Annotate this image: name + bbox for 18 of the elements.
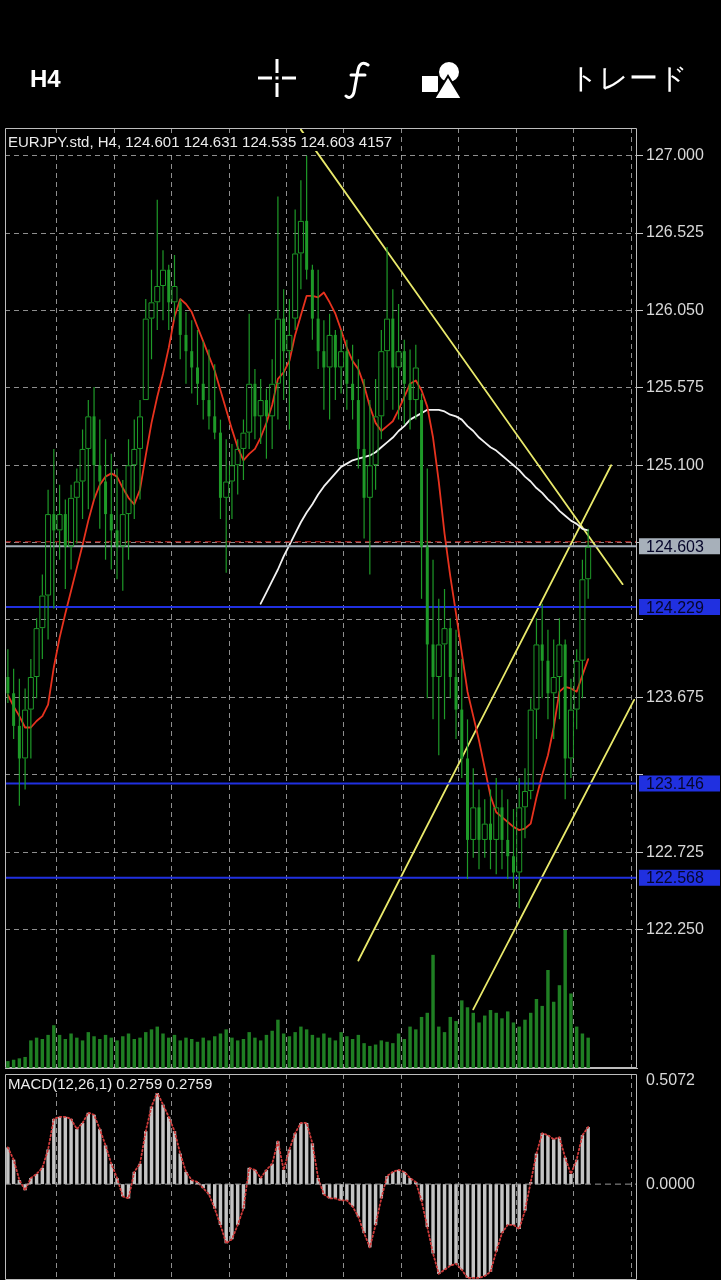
text: H4	[30, 65, 61, 92]
y-tick-label: 125.575	[646, 378, 704, 396]
chart-title: MACD(12,26,1) 0.2759 0.2759	[8, 1075, 213, 1092]
y-tick-label: 0.0000	[646, 1174, 696, 1192]
y-tick-label: 125.100	[646, 455, 704, 473]
chart-title: EURJPY.std, H4, 124.601 124.631 124.535 124.603 4157	[8, 133, 393, 150]
y-tick-label: 126.525	[646, 223, 704, 241]
y-tick-label: 127.000	[646, 146, 704, 164]
ref-line-label: 122.568	[646, 869, 704, 887]
y-tick-label: 122.250	[646, 919, 704, 937]
y-tick-label: 126.050	[646, 300, 704, 318]
ref-line-label: 124.229	[646, 598, 704, 616]
y-tick-label: 123.675	[646, 687, 704, 705]
text: トレード	[569, 62, 688, 94]
ref-line-label: 124.603	[646, 537, 704, 555]
y-tick-label: 122.725	[646, 842, 704, 860]
ref-line-label: 123.146	[646, 774, 704, 792]
y-tick-label: 0.5072	[646, 1071, 696, 1089]
